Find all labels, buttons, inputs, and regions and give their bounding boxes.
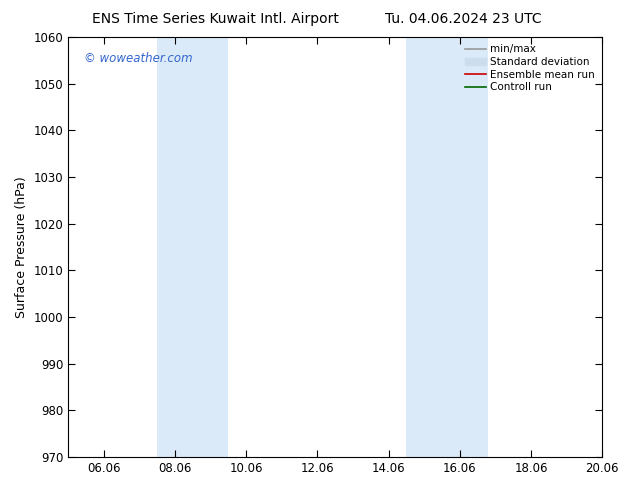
Bar: [406, 37, 488, 457]
Legend: min/max, Standard deviation, Ensemble mean run, Controll run: min/max, Standard deviation, Ensemble me…: [463, 42, 597, 95]
Text: © woweather.com: © woweather.com: [84, 52, 193, 65]
Y-axis label: Surface Pressure (hPa): Surface Pressure (hPa): [15, 176, 28, 318]
Text: ENS Time Series Kuwait Intl. Airport: ENS Time Series Kuwait Intl. Airport: [92, 12, 339, 26]
Text: Tu. 04.06.2024 23 UTC: Tu. 04.06.2024 23 UTC: [384, 12, 541, 26]
Bar: [157, 37, 228, 457]
